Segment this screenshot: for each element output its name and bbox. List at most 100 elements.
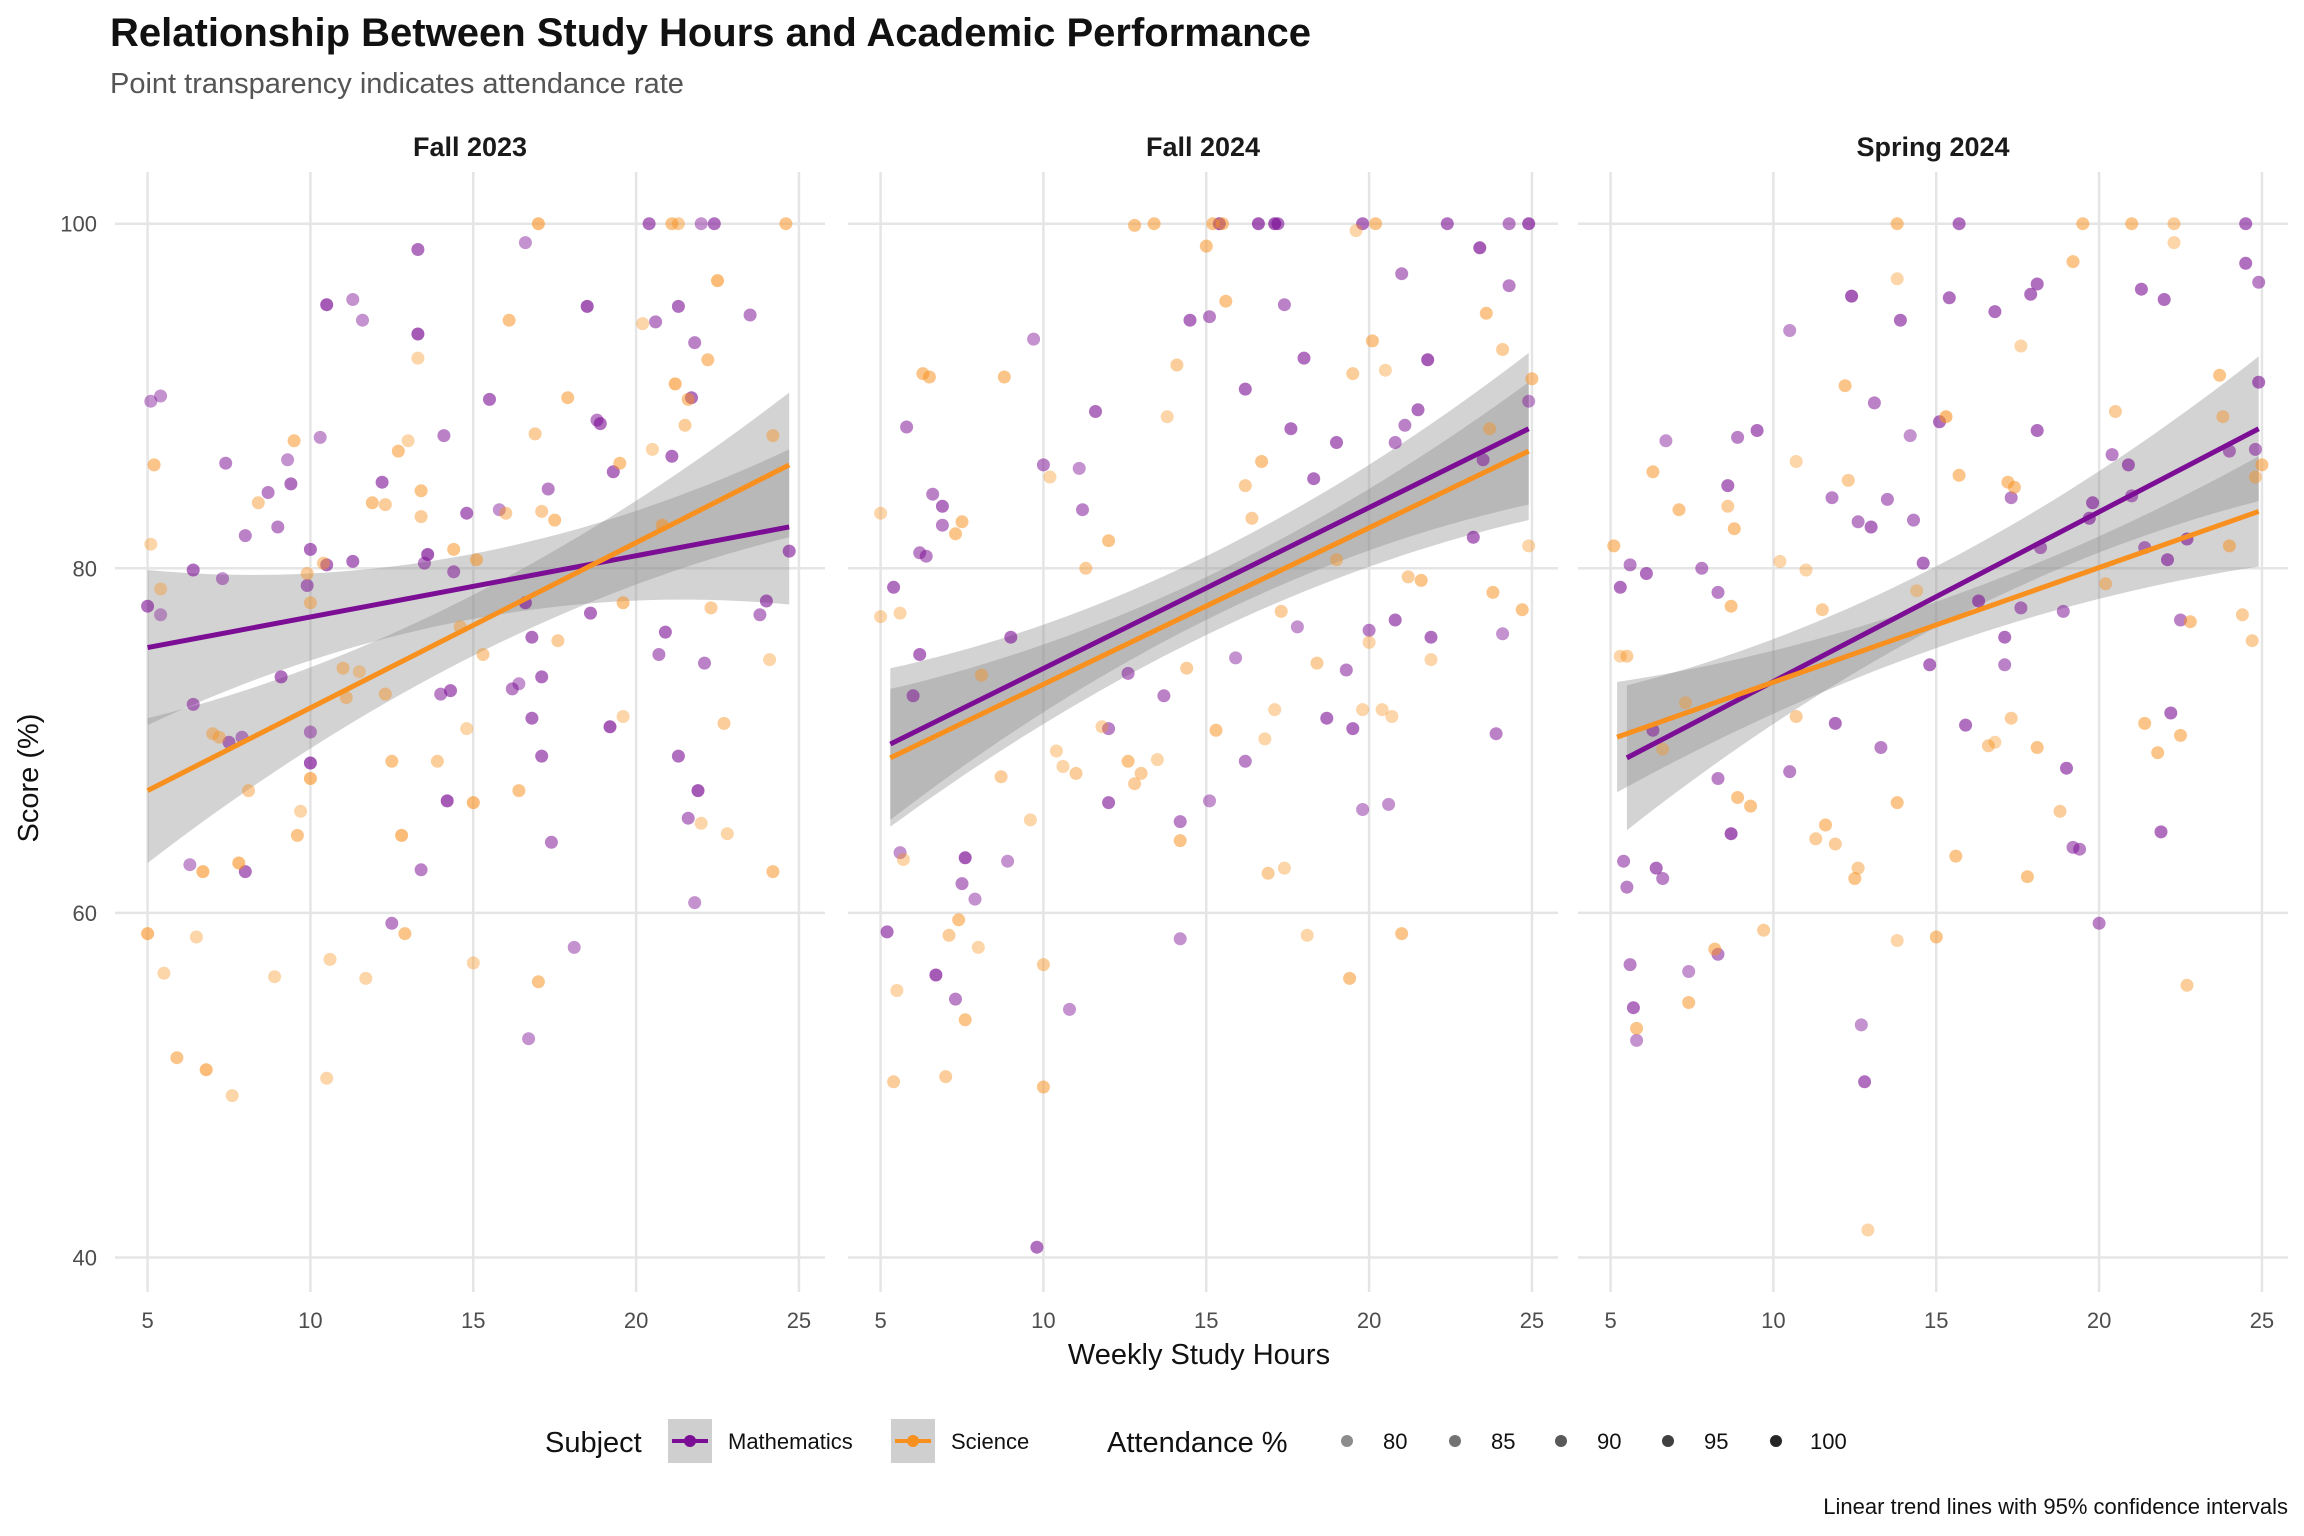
legend-title-attendance: Attendance % <box>1107 1427 1288 1459</box>
data-point <box>1356 217 1370 231</box>
data-point <box>2066 255 2080 269</box>
data-point <box>1952 217 1966 231</box>
data-point <box>398 927 412 941</box>
chart-subtitle: Point transparency indicates attendance … <box>110 68 684 100</box>
data-point <box>395 828 409 842</box>
data-point <box>691 784 705 798</box>
data-point <box>1711 772 1725 785</box>
data-point <box>1036 1080 1050 1094</box>
data-point <box>385 916 399 930</box>
data-point <box>189 930 203 944</box>
data-point <box>1398 418 1412 432</box>
data-point <box>929 968 943 982</box>
strip-label-fall-2024: Fall 2024 <box>1146 132 1260 162</box>
data-point <box>1607 539 1621 553</box>
data-point <box>1828 716 1842 730</box>
data-point <box>678 418 692 432</box>
data-point <box>2183 615 2197 629</box>
data-point <box>447 565 461 579</box>
data-point <box>183 858 197 872</box>
data-point <box>1375 703 1389 717</box>
data-point <box>887 580 901 594</box>
data-point <box>1036 458 1050 472</box>
x-tick-label: 10 <box>298 1308 322 1333</box>
data-point <box>766 429 780 443</box>
x-tick-label: 25 <box>1520 1308 1544 1333</box>
data-point <box>1346 367 1360 381</box>
data-point <box>1708 942 1722 956</box>
data-point <box>649 315 663 329</box>
data-point <box>544 835 558 849</box>
data-point <box>958 1013 972 1027</box>
data-point <box>535 670 549 684</box>
data-point <box>499 506 513 520</box>
data-point <box>323 952 337 966</box>
data-point <box>1929 930 1943 944</box>
data-point <box>2105 448 2119 462</box>
trend-line-mathematics <box>147 524 790 651</box>
x-tick-label: 15 <box>1194 1308 1218 1333</box>
x-tick-label: 15 <box>1924 1308 1948 1333</box>
data-point <box>1880 492 1894 506</box>
data-point <box>1916 556 1930 570</box>
data-point <box>1721 479 1735 493</box>
data-point <box>2060 761 2073 775</box>
data-point <box>753 608 767 622</box>
y-axis-title: Score (%) <box>13 714 45 843</box>
data-point <box>1483 422 1497 436</box>
y-tick-label: 40 <box>73 1246 97 1271</box>
data-point <box>476 648 490 661</box>
data-point <box>1277 298 1291 312</box>
data-point <box>893 606 907 620</box>
x-tick-label: 5 <box>874 1308 886 1333</box>
y-tick-label: 60 <box>73 901 97 926</box>
data-point <box>2252 375 2266 389</box>
data-point <box>1440 217 1454 231</box>
data-point <box>2164 706 2178 720</box>
data-point <box>531 975 545 989</box>
data-point <box>1858 1075 1872 1089</box>
data-point <box>2108 405 2122 418</box>
data-point <box>1727 522 1741 536</box>
legend-alpha-95 <box>1662 1435 1674 1447</box>
data-point <box>170 1051 184 1065</box>
data-point <box>466 956 480 970</box>
data-point <box>1851 861 1865 875</box>
data-point <box>1356 703 1370 717</box>
data-point <box>1271 217 1285 231</box>
data-point <box>1695 561 1709 575</box>
data-point <box>1183 313 1197 327</box>
data-point <box>2076 217 2090 231</box>
data-point <box>949 992 962 1006</box>
chart-caption: Linear trend lines with 95% confidence i… <box>1823 1494 2288 1519</box>
data-point <box>1613 580 1627 594</box>
data-point <box>880 925 894 939</box>
trend-line-science <box>889 448 1530 761</box>
data-point <box>303 772 317 785</box>
data-point <box>242 784 255 798</box>
data-point <box>1401 570 1415 584</box>
data-point <box>447 542 461 556</box>
data-point <box>1731 430 1745 444</box>
trend-line-mathematics <box>1625 426 2260 761</box>
x-tick-label: 15 <box>461 1308 485 1333</box>
points-mathematics <box>1613 217 2266 1089</box>
data-point <box>913 648 927 661</box>
data-point <box>303 756 317 770</box>
data-point <box>688 896 702 910</box>
data-point <box>300 579 314 592</box>
data-point <box>1255 455 1269 468</box>
data-point <box>551 634 565 648</box>
data-point <box>1949 849 1963 863</box>
data-point <box>2216 410 2230 424</box>
data-point <box>1838 379 1852 393</box>
data-point <box>1128 777 1142 791</box>
data-point <box>2004 491 2018 505</box>
data-point <box>512 784 526 798</box>
data-point <box>1815 603 1829 617</box>
data-point <box>1343 971 1357 985</box>
data-point <box>216 572 229 586</box>
data-point <box>1411 403 1425 417</box>
data-point <box>1307 472 1321 486</box>
